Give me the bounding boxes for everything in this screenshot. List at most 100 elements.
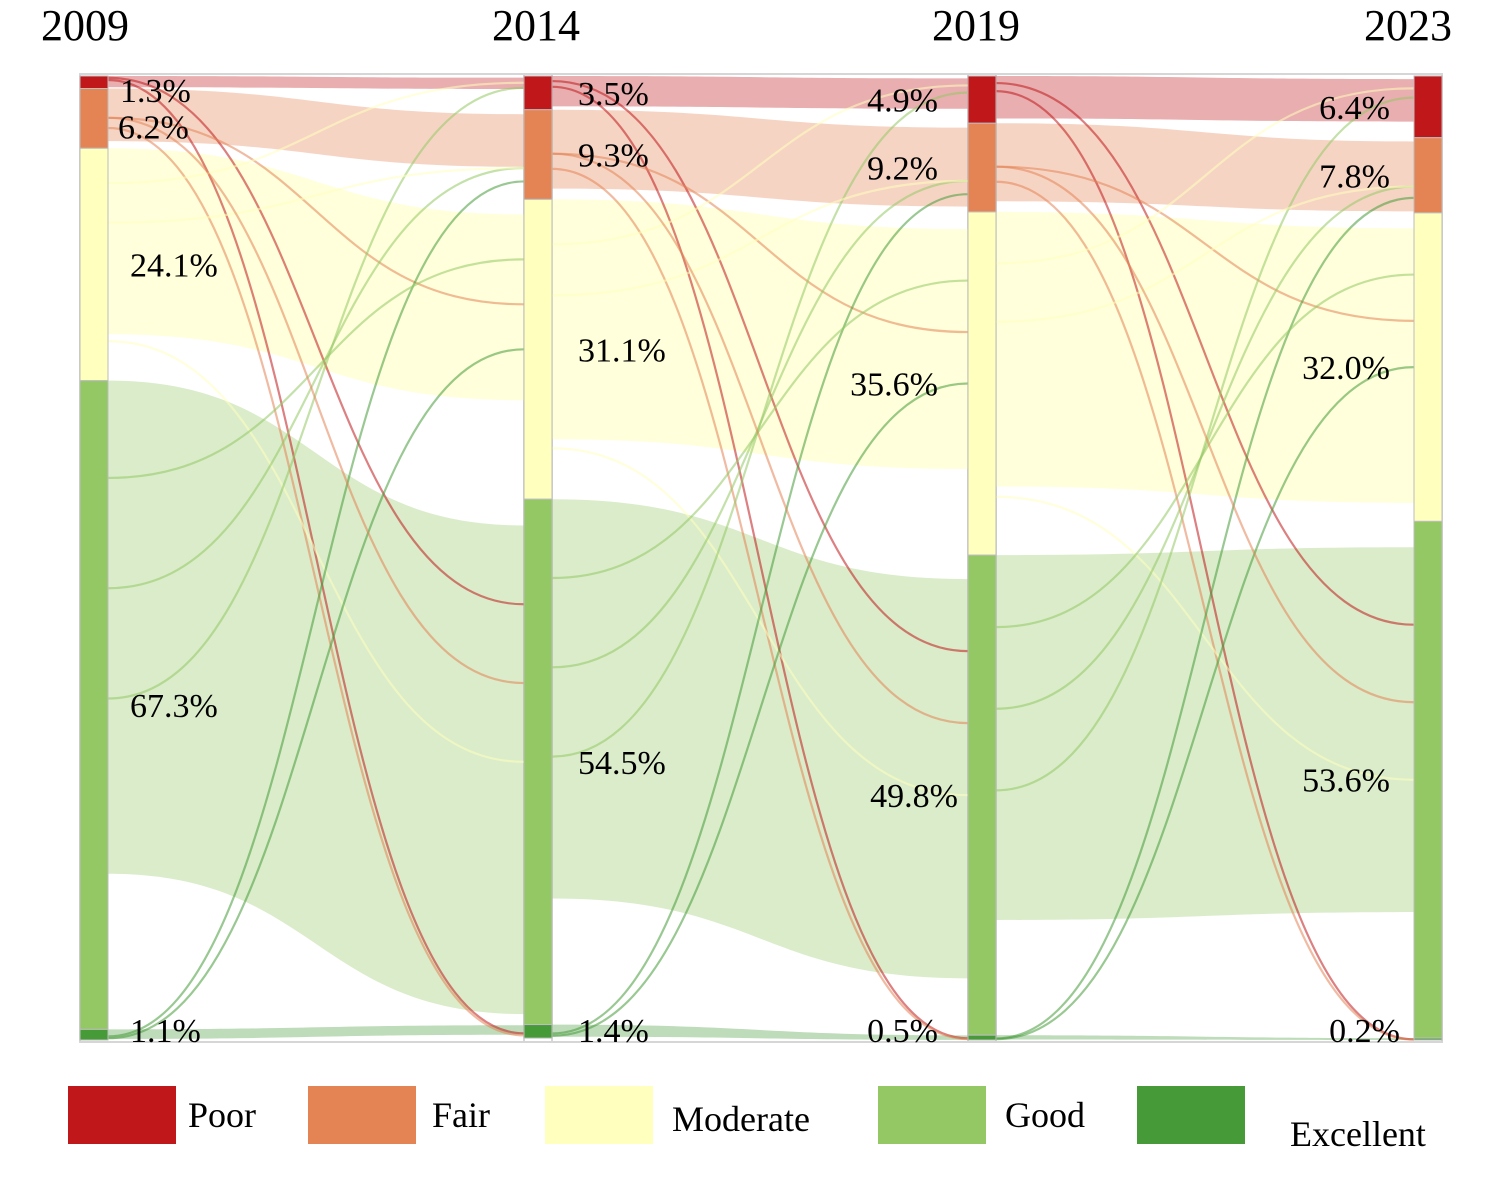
pct-label-2014-fair: 9.3% [578,138,649,175]
flow-band-fair-2014-2019 [552,109,968,207]
flow-link-fair-to-excellent-2014 [551,167,969,1041]
flow-link-excellent-to-fair-2014 [551,193,969,1035]
pct-label-2009-excellent: 1.1% [130,1013,201,1050]
flow-link-excellent-to-moderate-2019 [995,366,1415,1041]
flow-link-good-to-poor-2009 [107,86,525,700]
legend-swatch-poor [68,1086,176,1144]
flow-link-moderate-to-fair-2014 [551,179,969,297]
year-label-2014: 2014 [492,1,580,50]
pct-label-2009-poor: 1.3% [120,73,191,110]
year-label-2019: 2019 [932,1,1020,50]
flow-link-fair-to-moderate-2009 [107,116,525,306]
pct-label-2019-excellent: 0.5% [867,1013,938,1050]
legend-swatch-fair [308,1086,416,1144]
flow-band-excellent-2009-2014 [108,1025,524,1039]
flow-band-good-2019-2023 [996,547,1414,920]
node-2023-good [1413,520,1443,1039]
flow-link-moderate-to-fair-2009 [107,166,525,224]
flow-band-poor-2019-2023 [996,76,1414,122]
legend-swatch-moderate [545,1086,653,1144]
pct-label-2019-good: 49.8% [870,778,958,815]
node-2019-fair [967,122,997,213]
flow-link-moderate-to-poor-2014 [551,84,969,246]
flow-link-excellent-to-fair-2009 [107,180,525,1038]
flow-link-fair-to-good-2009 [107,116,525,685]
flow-link-fair-to-excellent-2019 [995,180,1415,1041]
flow-link-poor-to-excellent-2014 [551,85,969,1040]
legend-label-fair: Fair [432,1095,490,1135]
pct-label-2014-good: 54.5% [578,745,666,782]
pct-label-2014-poor: 3.5% [578,76,649,113]
year-label-2009: 2009 [41,1,129,50]
pct-label-2023-moderate: 32.0% [1302,350,1390,387]
flow-link-good-to-poor-2019 [995,96,1415,792]
flow-link-poor-to-excellent-2019 [995,90,1415,1041]
node-2014-moderate [523,198,553,500]
node-2019-excellent [967,1034,997,1041]
flow-link-poor-to-excellent-2009 [107,78,525,1035]
node-2009-excellent [79,1028,109,1041]
node-2023-fair [1413,137,1443,214]
legend-swatch-good [878,1086,986,1144]
flow-link-fair-to-good-2019 [995,165,1415,704]
flow-link-excellent-to-fair-2019 [995,196,1415,1040]
flow-link-moderate-to-fair-2019 [995,185,1415,323]
flow-link-good-to-moderate-2009 [107,258,525,480]
flow-link-good-to-moderate-2019 [995,273,1415,629]
flow-band-poor-2014-2019 [552,76,968,109]
node-2023-moderate [1413,212,1443,522]
flow-link-moderate-to-good-2019 [995,495,1415,781]
flow-band-good-2014-2019 [552,499,968,979]
node-2023-poor [1413,75,1443,139]
node-2014-good [523,498,553,1026]
pct-label-2023-good: 53.6% [1302,763,1390,800]
legend-swatch-excellent [1137,1086,1245,1144]
flow-link-poor-to-good-2019 [995,81,1415,626]
flow-band-poor-2009-2014 [108,76,524,89]
node-2009-moderate [79,147,109,382]
node-2023-excellent [1413,1037,1443,1041]
pct-label-2009-fair: 6.2% [118,110,189,147]
flow-link-moderate-to-poor-2019 [995,87,1415,265]
flow-band-moderate-2014-2019 [552,199,968,469]
node-2014-excellent [523,1024,553,1039]
flow-link-fair-to-moderate-2019 [995,165,1415,322]
pct-label-2023-fair: 7.8% [1319,159,1390,196]
pct-label-2009-moderate: 24.1% [130,247,218,284]
legend-label-moderate: Moderate [672,1099,810,1139]
flow-link-moderate-to-good-2009 [107,340,525,763]
flow-link-good-to-fair-2009 [107,166,525,590]
flow-link-poor-to-good-2014 [551,79,969,653]
node-2009-fair [79,88,109,149]
flow-link-moderate-to-good-2014 [551,447,969,797]
node-2014-poor [523,75,553,111]
pct-label-2014-excellent: 1.4% [578,1013,649,1050]
node-2014-fair [523,109,553,200]
flow-link-good-to-poor-2014 [551,91,969,758]
legend-label-good: Good [1005,1095,1085,1135]
flow-link-fair-to-good-2014 [551,152,969,725]
legend-label-poor: Poor [188,1095,256,1135]
node-2019-moderate [967,211,997,556]
flow-band-fair-2009-2014 [108,88,524,167]
flow-link-poor-to-good-2009 [107,76,525,606]
pct-label-2023-excellent: 0.2% [1329,1013,1400,1050]
pct-label-2019-moderate: 35.6% [850,367,938,404]
node-2019-good [967,554,997,1036]
flow-link-excellent-to-moderate-2009 [107,348,525,1040]
pct-label-2023-poor: 6.4% [1319,90,1390,127]
flow-link-moderate-to-poor-2009 [107,81,525,185]
pct-label-2014-moderate: 31.1% [578,332,666,369]
year-label-2023: 2023 [1364,1,1452,50]
pct-label-2019-fair: 9.2% [867,151,938,188]
flow-link-excellent-to-moderate-2014 [551,382,969,1037]
legend-label-excellent: Excellent [1290,1114,1426,1154]
flow-band-excellent-2014-2019 [552,1024,968,1040]
node-2009-poor [79,75,109,90]
node-2009-good [79,380,109,1030]
flow-link-good-to-moderate-2014 [551,279,969,580]
node-2019-poor [967,75,997,124]
flow-link-fair-to-moderate-2014 [551,152,969,334]
flow-link-fair-to-excellent-2009 [107,126,525,1037]
